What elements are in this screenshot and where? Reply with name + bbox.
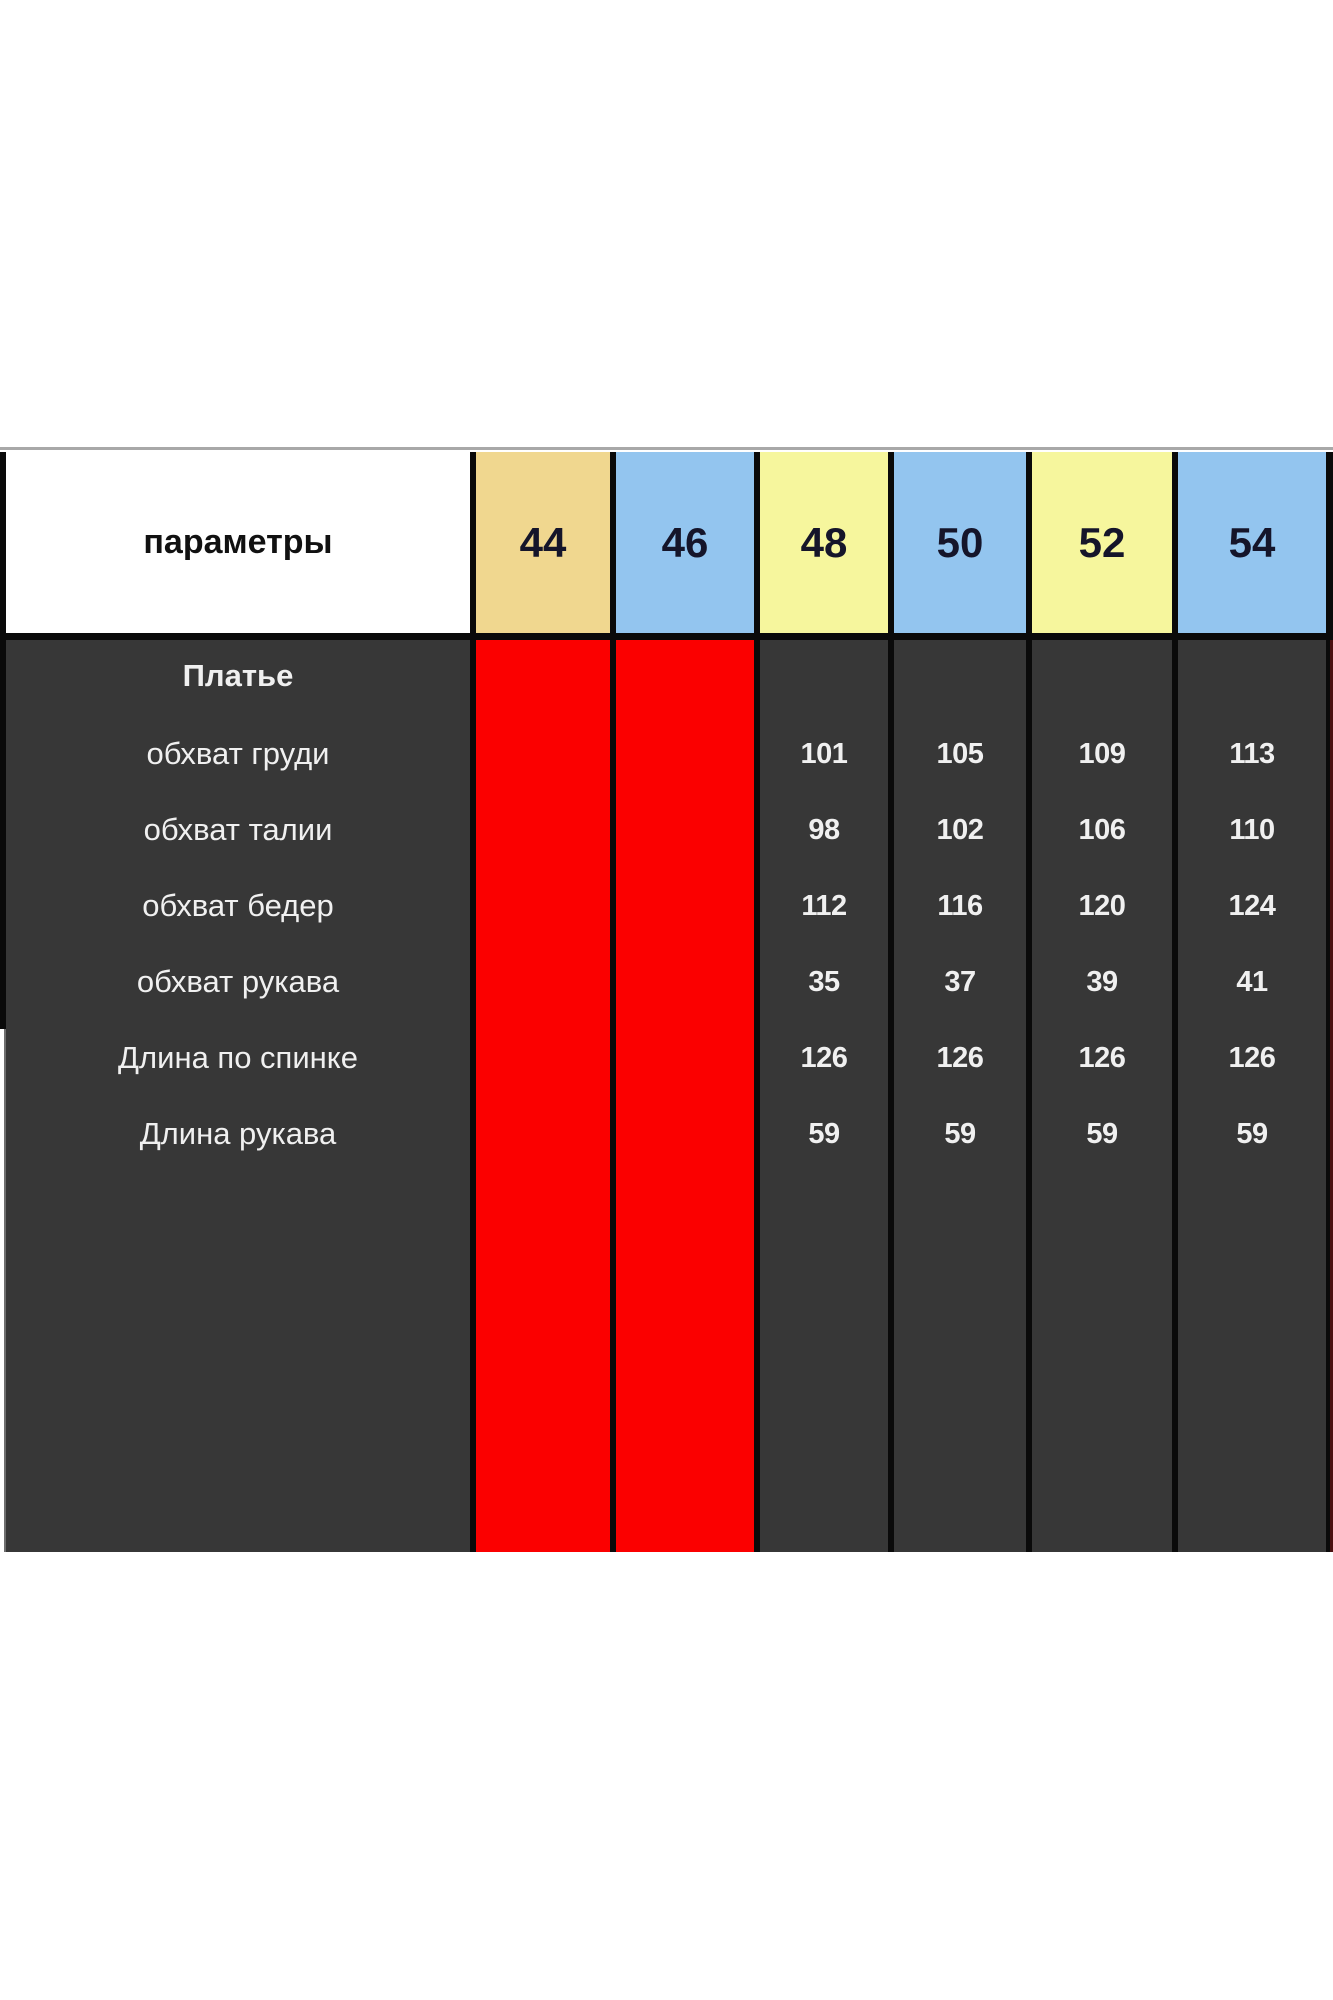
value-cell: 39 bbox=[1086, 966, 1118, 998]
value-cell: 35 bbox=[808, 966, 840, 998]
column-50: 105 102 116 37 126 59 bbox=[894, 640, 1026, 1552]
header-cell-size-54: 54 bbox=[1178, 452, 1326, 633]
column-46-unavailable bbox=[616, 640, 754, 1552]
header-cell-size-44: 44 bbox=[476, 452, 610, 633]
value-cell: 106 bbox=[1078, 814, 1126, 846]
value-cell: 124 bbox=[1228, 890, 1276, 922]
value-cell: 110 bbox=[1229, 814, 1275, 846]
column-54: 113 110 124 41 126 59 bbox=[1178, 640, 1326, 1552]
header-cell-size-50: 50 bbox=[894, 452, 1026, 633]
left-edge-notch bbox=[0, 1029, 4, 1552]
header-cell-parameters: параметры bbox=[6, 452, 470, 633]
value-cell: 59 bbox=[1086, 1118, 1118, 1150]
value-cell: 126 bbox=[1078, 1042, 1126, 1074]
value-cell: 126 bbox=[1228, 1042, 1276, 1074]
column-52: 109 106 120 39 126 59 bbox=[1032, 640, 1172, 1552]
row-label-chest: обхват груди bbox=[146, 736, 330, 771]
value-cell: 109 bbox=[1078, 738, 1126, 770]
value-cell: 105 bbox=[936, 738, 984, 770]
row-label-sleeve-length: Длина рукава bbox=[139, 1116, 337, 1151]
header-cell-size-46: 46 bbox=[616, 452, 754, 633]
value-cell: 59 bbox=[944, 1118, 976, 1150]
value-cell: 116 bbox=[937, 890, 983, 922]
column-44-unavailable bbox=[476, 640, 610, 1552]
value-cell: 41 bbox=[1236, 966, 1268, 998]
value-cell: 98 bbox=[808, 814, 840, 846]
value-cell: 126 bbox=[936, 1042, 984, 1074]
column-48: 101 98 112 35 126 59 bbox=[760, 640, 888, 1552]
row-label-waist: обхват талии bbox=[143, 812, 333, 847]
header-cell-size-52: 52 bbox=[1032, 452, 1172, 633]
table-header-row: параметры 44 46 48 50 52 54 bbox=[0, 452, 1333, 640]
table-top-rule bbox=[0, 447, 1333, 450]
value-cell: 37 bbox=[944, 966, 976, 998]
header-cell-size-48: 48 bbox=[760, 452, 888, 633]
section-title: Платье bbox=[182, 658, 294, 693]
value-cell: 102 bbox=[936, 814, 984, 846]
value-cell: 112 bbox=[801, 890, 847, 922]
label-column: Платье обхват груди обхват талии обхват … bbox=[6, 640, 470, 1552]
row-label-hips: обхват бедер bbox=[142, 888, 334, 923]
value-cell: 126 bbox=[800, 1042, 848, 1074]
value-cell: 120 bbox=[1078, 890, 1126, 922]
table-right-edge bbox=[1330, 640, 1333, 1552]
value-cell: 101 bbox=[800, 738, 848, 770]
row-label-sleeve-girth: обхват рукава bbox=[136, 964, 340, 999]
value-cell: 59 bbox=[808, 1118, 840, 1150]
value-cell: 59 bbox=[1236, 1118, 1268, 1150]
row-label-back-length: Длина по спинке bbox=[118, 1040, 358, 1075]
value-cell: 113 bbox=[1229, 738, 1275, 770]
left-edge-notch-line bbox=[4, 1029, 6, 1552]
table-body: Платье обхват груди обхват талии обхват … bbox=[0, 640, 1333, 1552]
